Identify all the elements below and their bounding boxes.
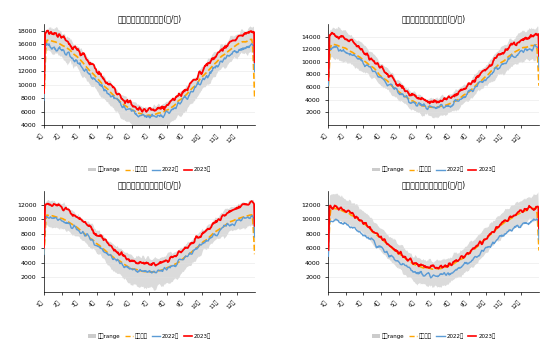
Title: 新疆红枣现货价格走势(元/吨): 新疆红枣现货价格走势(元/吨) <box>402 14 466 23</box>
Legend: 历史range, 历史均值, 2022年, 2023年: 历史range, 历史均值, 2022年, 2023年 <box>370 331 498 341</box>
Legend: 历史range, 历史均值, 2022年, 2023年: 历史range, 历史均值, 2022年, 2023年 <box>85 331 213 341</box>
Title: 河北红枣现货价格走势(元/吨): 河北红枣现货价格走势(元/吨) <box>117 181 182 190</box>
Title: 山东红枣现货价格走势(元/吨): 山东红枣现货价格走势(元/吨) <box>402 181 466 190</box>
Title: 郑州红枣期货价格走势(元/吨): 郑州红枣期货价格走势(元/吨) <box>117 14 182 23</box>
Legend: 历史range, 历史均值, 2022年, 2023年: 历史range, 历史均值, 2022年, 2023年 <box>370 165 498 175</box>
Legend: 历史range, 历史均值, 2022年, 2023年: 历史range, 历史均值, 2022年, 2023年 <box>85 165 213 175</box>
